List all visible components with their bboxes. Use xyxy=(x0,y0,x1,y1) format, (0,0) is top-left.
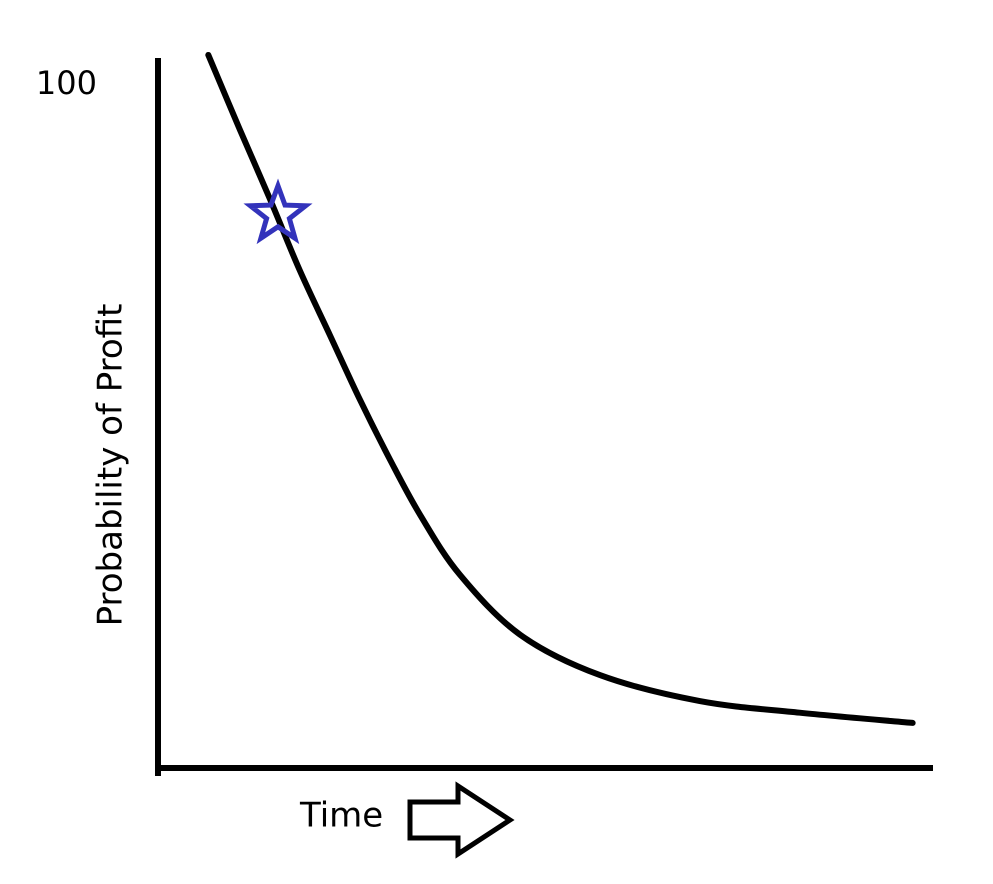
line xyxy=(205,51,916,726)
star-marker xyxy=(243,178,313,245)
y-tick-label: 100 xyxy=(36,64,97,102)
y-axis-label: Probability of Profit xyxy=(91,304,131,627)
x-axis-label: Time xyxy=(299,796,383,836)
time-arrow xyxy=(407,781,515,859)
